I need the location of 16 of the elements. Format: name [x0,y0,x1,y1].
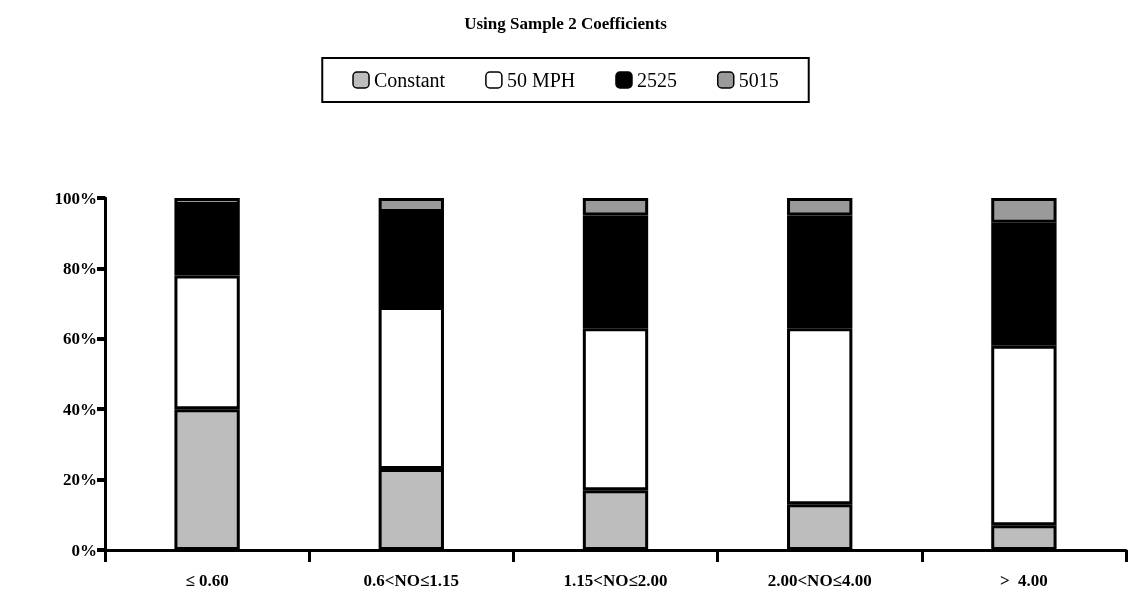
legend-label: Constant [374,69,446,91]
x-tick-label: ≤ 0.60 [185,571,229,590]
chart-title: Using Sample 2 Coefficients [464,14,668,33]
x-tick-label: 0.6<NO≤1.15 [363,571,460,590]
y-tick-label: 100% [54,188,97,208]
y-tick-label: 0% [71,540,97,560]
y-tick-label: 80% [63,258,97,278]
x-tick-label: 2.00<NO≤4.00 [767,571,872,590]
legend-label: 2525 [636,69,677,91]
legend-label: 50 MPH [506,69,576,91]
y-tick-label: 20% [63,470,97,490]
x-tick-label: 1.15<NO≤2.00 [563,571,668,590]
x-tick-label: > 4.00 [999,571,1048,590]
legend-label: 5015 [738,69,779,91]
y-tick-label: 60% [63,329,97,349]
y-tick-label: 40% [63,399,97,419]
